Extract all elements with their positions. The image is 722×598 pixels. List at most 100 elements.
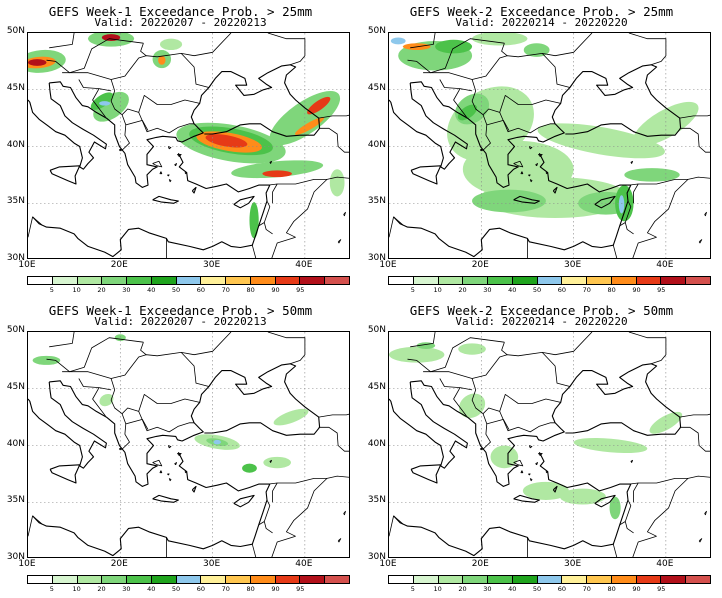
country-border: [407, 38, 505, 74]
country-border: [646, 478, 689, 537]
country-border: [453, 387, 467, 417]
colorbar-tick-label: 90: [271, 585, 280, 593]
lat-label: 45N: [367, 82, 386, 93]
colorbar-swatch: [537, 277, 563, 284]
coastline: [513, 494, 540, 503]
island: [528, 473, 531, 476]
country-border: [62, 52, 210, 88]
colorbar-ticks: 5 10 20 30 40 50 60 70 80 90 95: [27, 286, 350, 296]
colorbar-swatch: [611, 576, 637, 583]
panel-title: GEFS Week-1 Exceedance Prob. > 50mm: [48, 303, 313, 318]
colorbar-swatch: [250, 576, 276, 583]
colorbar-swatch: [176, 576, 202, 583]
island: [535, 163, 539, 167]
country-border: [285, 478, 328, 537]
colorbar-swatch: [512, 277, 538, 284]
coastline: [389, 381, 468, 469]
country-border: [49, 33, 75, 49]
probability-area: [649, 411, 683, 434]
coastline: [594, 195, 616, 209]
colorbar-tick-label: 40: [147, 286, 156, 294]
colorbar-swatch: [28, 277, 53, 284]
colorbar: [27, 276, 350, 285]
country-border: [486, 419, 510, 430]
country-border: [619, 222, 626, 227]
colorbar-swatch: [611, 277, 637, 284]
panel-title: GEFS Week-2 Exceedance Prob. > 50mm: [409, 303, 674, 318]
country-border: [628, 176, 710, 186]
colorbar-swatch: [562, 576, 588, 583]
island: [343, 510, 346, 516]
lat-label: 35N: [367, 196, 386, 207]
colorbar-tick-label: 30: [122, 585, 131, 593]
island: [480, 447, 483, 451]
lat-label: 45N: [6, 82, 25, 93]
country-border: [633, 482, 639, 503]
colorbar: [388, 575, 711, 584]
colorbar-swatch: [151, 277, 177, 284]
colorbar-tick-label: 30: [483, 286, 492, 294]
panel-valid-dates: Valid: 20220214 - 20220220: [455, 315, 628, 328]
colorbar-tick-label: 5: [410, 286, 415, 294]
colorbar-tick-label: 70: [221, 286, 230, 294]
island: [337, 239, 342, 244]
island: [168, 478, 172, 482]
probability-area: [472, 189, 546, 213]
country-border: [92, 88, 106, 118]
country-border: [28, 515, 43, 537]
island: [269, 459, 273, 463]
country-border: [423, 351, 571, 387]
island: [167, 473, 170, 476]
colorbar: [388, 276, 711, 285]
colorbar-swatch: [151, 576, 177, 583]
colorbar-tick-label: 10: [433, 585, 442, 593]
country-border: [258, 521, 265, 526]
country-border: [272, 482, 278, 503]
colorbar-swatch: [389, 277, 414, 284]
probability-area: [435, 39, 473, 54]
colorbar-tick-label: 80: [607, 585, 616, 593]
colorbar-swatch: [102, 576, 128, 583]
colorbar-swatch: [28, 576, 53, 583]
coastline: [389, 82, 468, 170]
probability-area: [458, 343, 486, 355]
coastline: [191, 485, 197, 493]
country-border: [110, 79, 200, 116]
country-border: [267, 176, 349, 186]
colorbar-swatch: [438, 576, 464, 583]
country-border: [628, 475, 710, 485]
colorbar-swatch: [52, 576, 78, 583]
coastline: [191, 186, 197, 194]
country-border: [46, 38, 144, 74]
panel-valid-dates: Valid: 20220207 - 20220213: [94, 16, 267, 29]
colorbar-tick-label: 20: [97, 585, 106, 593]
coastline: [233, 195, 255, 209]
country-border: [439, 79, 473, 92]
colorbar-swatch: [77, 277, 103, 284]
coastline: [49, 363, 321, 487]
lat-label: 30N: [6, 253, 25, 263]
map-panel: GEFS Week-2 Exceedance Prob. > 25mm Valid…: [361, 0, 722, 299]
colorbar-swatch: [413, 576, 439, 583]
colorbar-tick-label: 95: [296, 286, 305, 294]
coastline: [393, 452, 632, 557]
island: [520, 470, 524, 474]
colorbar-swatch: [686, 576, 710, 583]
colorbar-swatch: [512, 576, 538, 583]
probability-area: [523, 43, 550, 57]
coastline: [410, 464, 442, 484]
lon-label: 10E: [18, 260, 36, 270]
map-area: [27, 32, 350, 259]
country-border: [285, 179, 328, 238]
colorbar-tick-label: 90: [632, 585, 641, 593]
probability-area: [389, 346, 445, 363]
map-svg: [28, 33, 349, 258]
colorbar-tick-label: 95: [296, 585, 305, 593]
colorbar-tick-label: 70: [582, 585, 591, 593]
probability-area: [263, 456, 292, 469]
colorbar: [27, 575, 350, 584]
panel-title: GEFS Week-1 Exceedance Prob. > 25mm: [48, 4, 313, 19]
country-border: [318, 413, 349, 418]
colorbar-tick-label: 60: [557, 286, 567, 294]
colorbar-swatch: [325, 576, 349, 583]
